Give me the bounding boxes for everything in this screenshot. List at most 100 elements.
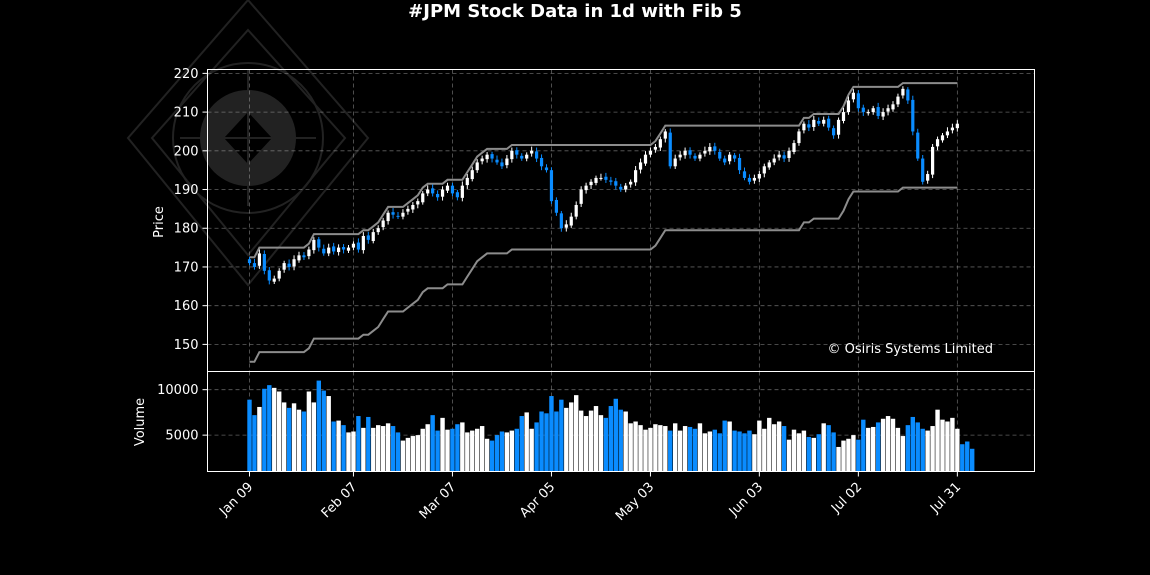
- volume-bar: [247, 399, 252, 472]
- candle-body: [440, 189, 445, 197]
- volume-panel: 5000 10000 Volume: [133, 371, 1035, 472]
- price-axis-label: Price: [152, 206, 167, 238]
- volume-bar: [593, 406, 599, 472]
- volume-bar: [633, 421, 638, 472]
- candle-body: [490, 154, 494, 159]
- candle-body: [569, 216, 573, 226]
- candle-body: [564, 224, 568, 228]
- volume-bar: [425, 424, 430, 472]
- candle-body: [297, 255, 301, 261]
- price-tick-label: 170: [174, 260, 199, 275]
- candle-body: [495, 159, 499, 163]
- candle-body: [579, 189, 583, 204]
- volume-bar: [346, 432, 351, 472]
- candle-body: [267, 270, 271, 281]
- candle-body: [673, 158, 677, 167]
- candle-body: [584, 185, 588, 191]
- volume-bar: [376, 425, 381, 472]
- volume-bar: [430, 415, 435, 472]
- candle-body: [643, 154, 648, 164]
- volume-bar: [821, 423, 826, 472]
- volume-bar: [559, 399, 564, 472]
- candle-body: [376, 228, 380, 233]
- volume-bar: [682, 426, 688, 472]
- volume-bar: [772, 424, 777, 472]
- candle-body: [312, 239, 316, 251]
- candle-body: [332, 246, 336, 252]
- candle-body: [648, 150, 653, 155]
- candle-body: [891, 104, 895, 110]
- candle-body: [693, 155, 697, 159]
- volume-panel-frame: [207, 371, 1035, 472]
- volume-bar: [866, 427, 871, 472]
- candle-body: [341, 247, 346, 250]
- candle-body: [713, 146, 717, 151]
- candle-body: [782, 155, 786, 159]
- candle-body: [287, 263, 291, 267]
- candle-body: [485, 154, 489, 160]
- candle-body: [599, 177, 603, 179]
- candle-body: [851, 92, 855, 100]
- volume-bar: [945, 421, 950, 472]
- volume-bar: [717, 433, 722, 472]
- price-tick-label: 150: [174, 338, 199, 353]
- volume-bar: [875, 422, 881, 472]
- candle-body: [792, 143, 796, 152]
- candle-body: [436, 193, 440, 198]
- volume-bar: [965, 441, 970, 472]
- candle-body: [861, 107, 865, 113]
- volume-bar: [737, 431, 742, 472]
- volume-bar: [331, 421, 336, 472]
- candle-body: [624, 185, 628, 190]
- volume-bar: [776, 421, 782, 472]
- volume-bar: [390, 426, 396, 472]
- volume-bar: [831, 432, 836, 472]
- volume-bar: [574, 395, 579, 472]
- x-tick-label: Jun 03: [726, 480, 766, 520]
- candle-body: [911, 99, 915, 132]
- x-tick-label: Jul 31: [927, 480, 964, 517]
- fib-lower-line: [249, 186, 958, 363]
- price-panel: 150 160 170 180 190 200 210 220 © Osiris System…: [152, 67, 1035, 372]
- volume-bar: [460, 422, 465, 472]
- candle-body: [322, 248, 326, 254]
- candle-body: [668, 132, 672, 167]
- volume-bar: [316, 380, 321, 472]
- volume-bar: [940, 419, 945, 472]
- candle-body: [737, 157, 742, 171]
- volume-bar: [747, 430, 752, 472]
- volume-bars: [247, 380, 975, 472]
- price-grid: [207, 69, 1035, 372]
- volume-bar: [618, 409, 623, 472]
- candle-body: [366, 235, 370, 240]
- volume-bar: [519, 416, 524, 472]
- volume-bar: [791, 429, 797, 472]
- volume-bar: [465, 432, 470, 472]
- price-y-ticks: 150 160 170 180 190 200 210 220: [174, 67, 208, 353]
- candle-body: [317, 239, 321, 248]
- volume-bar: [732, 430, 737, 472]
- candle-body: [431, 188, 435, 194]
- volume-bar: [603, 417, 609, 472]
- candle-body: [718, 151, 722, 159]
- candle-body: [802, 123, 806, 131]
- candle-body: [604, 176, 608, 180]
- candles: [247, 86, 959, 285]
- volume-bar: [514, 428, 519, 472]
- candle-body: [772, 158, 776, 163]
- candle-body: [416, 201, 420, 205]
- candle-body: [302, 255, 306, 258]
- candle-body: [401, 212, 405, 217]
- candle-body: [688, 150, 692, 155]
- volume-bar: [702, 433, 708, 472]
- volume-bar: [588, 410, 594, 472]
- volume-tick-label: 10000: [157, 383, 198, 398]
- volume-bar: [960, 444, 965, 472]
- candle-body: [535, 151, 539, 159]
- volume-bar: [628, 423, 633, 472]
- volume-bar: [544, 413, 549, 472]
- volume-bar: [930, 426, 935, 472]
- volume-bar: [796, 433, 802, 472]
- volume-bar: [578, 410, 584, 472]
- volume-bar: [811, 437, 816, 472]
